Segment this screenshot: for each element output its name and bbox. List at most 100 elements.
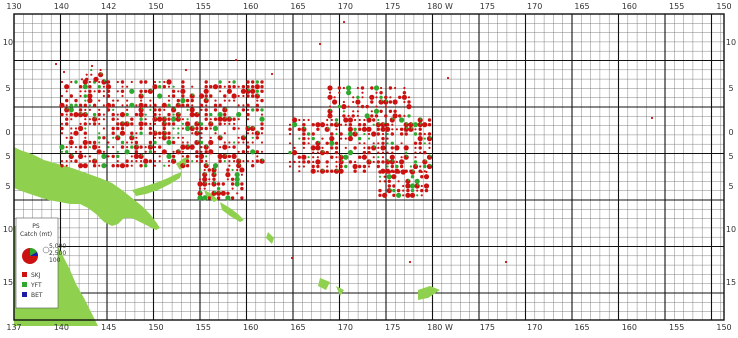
catch-symbol	[199, 126, 204, 131]
catch-symbol	[70, 80, 73, 84]
catch-symbol	[116, 150, 119, 153]
catch-symbol-slice	[224, 153, 228, 157]
catch-symbol	[232, 126, 236, 131]
catch-symbol	[302, 136, 306, 141]
catch-symbol	[181, 94, 185, 98]
catch-symbol	[60, 126, 64, 131]
catch-symbol	[311, 132, 315, 136]
catch-symbol	[372, 160, 375, 163]
catch-symbol	[240, 173, 243, 176]
catch-symbol	[356, 86, 359, 90]
catch-symbol	[102, 90, 105, 93]
catch-symbol	[87, 98, 93, 104]
catch-symbol	[198, 93, 205, 99]
catch-symbol-slice	[412, 169, 415, 172]
catch-symbol	[83, 103, 88, 108]
catch-symbol	[204, 150, 208, 154]
catch-symbol	[203, 187, 206, 190]
catch-symbol-slice	[204, 181, 207, 184]
catch-symbol	[167, 99, 171, 102]
catch-symbol	[379, 91, 383, 95]
catch-symbol	[205, 104, 208, 107]
catch-symbol	[231, 168, 234, 172]
new-guinea-land	[14, 147, 160, 230]
catch-symbol-slice	[406, 126, 409, 130]
catch-symbol	[230, 196, 235, 200]
catch-symbol	[144, 118, 147, 121]
catch-symbol	[391, 151, 394, 154]
catch-symbol	[60, 94, 64, 98]
catch-symbol	[240, 186, 244, 191]
catch-symbol	[375, 96, 378, 99]
catch-symbol	[250, 88, 256, 94]
catch-symbol	[406, 104, 412, 110]
catch-symbol	[416, 189, 419, 192]
catch-symbol	[111, 117, 115, 121]
catch-symbol	[405, 183, 411, 189]
catch-symbol-slice	[214, 181, 217, 184]
catch-symbol	[398, 95, 402, 100]
catch-symbol	[97, 112, 101, 117]
catch-symbol	[385, 126, 391, 132]
catch-symbol	[130, 155, 133, 158]
catch-symbol	[242, 94, 245, 98]
catch-symbol	[92, 140, 97, 145]
catch-symbol	[204, 108, 208, 112]
catch-symbol	[403, 100, 406, 104]
top-tick-label: 165	[574, 2, 589, 11]
catch-symbol	[327, 94, 333, 100]
catch-symbol-slice	[117, 135, 121, 138]
catch-symbol	[362, 164, 367, 169]
catch-symbol	[121, 85, 124, 88]
catch-symbol-slice	[410, 126, 414, 130]
catch-symbol	[153, 122, 157, 125]
catch-symbol	[200, 136, 203, 139]
catch-symbol	[225, 195, 231, 201]
catch-symbol	[181, 80, 185, 84]
catch-symbol	[251, 85, 255, 89]
catch-symbol	[316, 170, 319, 173]
catch-symbol	[207, 196, 211, 200]
catch-symbol	[80, 78, 84, 81]
catch-symbol-slice	[224, 107, 228, 110]
catch-symbol	[223, 132, 226, 135]
catch-symbol	[228, 164, 231, 167]
catch-symbol	[149, 99, 152, 102]
catch-symbol	[302, 118, 305, 122]
catch-symbol-slice	[429, 135, 432, 139]
catch-symbol	[254, 84, 260, 90]
catch-symbol	[288, 150, 292, 155]
catch-symbol	[120, 80, 125, 84]
catch-symbol	[327, 85, 333, 91]
catch-symbol	[260, 89, 264, 94]
catch-symbol	[79, 150, 82, 153]
catch-symbol	[191, 160, 194, 163]
right-tick-label: 5	[728, 152, 733, 161]
catch-symbol	[161, 149, 167, 155]
catch-symbol	[288, 132, 292, 136]
catch-symbol	[255, 108, 259, 112]
catch-symbol	[111, 164, 115, 168]
catch-symbol	[288, 165, 292, 168]
catch-symbol	[392, 170, 395, 174]
catch-symbol	[288, 127, 292, 131]
catch-symbol	[329, 136, 335, 142]
catch-symbol	[227, 85, 232, 89]
catch-symbol	[209, 136, 212, 139]
catch-symbol	[88, 155, 91, 158]
catch-symbol	[330, 132, 334, 136]
catch-symbol	[116, 122, 120, 126]
catch-symbol	[335, 156, 338, 159]
catch-symbol	[217, 153, 223, 159]
catch-symbol	[65, 150, 69, 154]
catch-symbol	[195, 126, 199, 131]
catch-symbol	[158, 136, 161, 139]
catch-symbol	[340, 137, 343, 140]
catch-symbol	[372, 156, 375, 159]
catch-symbol	[370, 114, 374, 118]
catch-symbol	[144, 122, 148, 126]
catch-symbol	[246, 80, 250, 84]
catch-symbol	[202, 176, 208, 182]
catch-symbol	[425, 170, 428, 174]
catch-symbol	[240, 196, 244, 200]
